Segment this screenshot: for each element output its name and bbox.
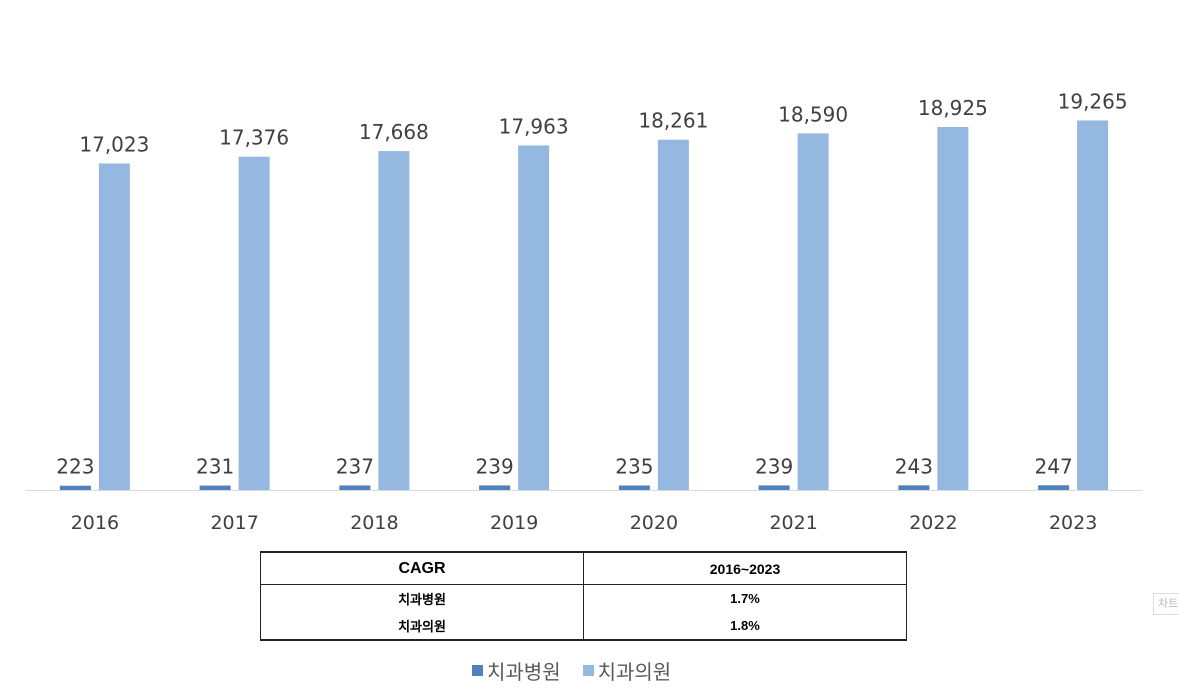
x-tick-label: 2017: [210, 512, 258, 534]
bar: [1077, 120, 1109, 490]
data-label: 231: [196, 455, 234, 479]
x-tick-label: 2021: [769, 512, 817, 534]
data-label: 239: [476, 454, 514, 478]
x-tick-label: 2022: [909, 512, 957, 534]
data-label: 237: [336, 454, 374, 478]
data-label: 19,265: [1058, 89, 1128, 113]
bar: [378, 151, 410, 490]
x-tick-label: 2016: [71, 512, 119, 534]
bar: [479, 485, 511, 490]
cagr-row: 치과의원 1.8%: [260, 612, 907, 641]
x-tick-label: 2019: [490, 512, 538, 534]
data-label: 18,925: [918, 96, 988, 120]
legend-label: 치과의원: [597, 660, 672, 684]
data-label: 17,963: [499, 114, 569, 138]
legend-label: 치과병원: [487, 660, 561, 684]
bar: [238, 156, 270, 491]
legend-item: 치과병원: [472, 656, 561, 685]
data-label: 247: [1035, 454, 1073, 478]
bar: [618, 485, 650, 490]
bar: [1038, 485, 1070, 490]
bar: [758, 485, 790, 490]
cagr-row-label: 치과의원: [260, 612, 584, 641]
x-tick-label: 2023: [1049, 512, 1097, 534]
data-label: 17,023: [79, 132, 149, 156]
bar: [199, 485, 231, 490]
data-label: 243: [895, 454, 933, 478]
cagr-header-row: CAGR 2016~2023: [260, 551, 907, 585]
bar: [59, 485, 91, 490]
data-label: 235: [615, 454, 653, 478]
data-label: 239: [755, 454, 793, 478]
bar: [518, 145, 550, 490]
data-label: 17,668: [359, 120, 429, 144]
bar: [937, 126, 969, 490]
legend: 치과병원 치과의원: [472, 656, 671, 685]
data-label: 17,376: [219, 126, 289, 150]
cagr-row: 치과병원 1.7%: [260, 584, 907, 612]
chart-tag: 차트: [1153, 593, 1179, 615]
cagr-header-label: CAGR: [260, 551, 584, 585]
legend-swatch: [582, 665, 594, 676]
data-label: 223: [56, 455, 94, 479]
cagr-row-value: 1.7%: [583, 584, 907, 612]
data-label: 18,261: [638, 109, 708, 133]
cagr-header-period: 2016~2023: [583, 551, 907, 585]
x-tick-label: 2018: [350, 512, 398, 534]
bar: [657, 139, 689, 490]
legend-swatch: [472, 665, 483, 676]
bar: [98, 163, 130, 491]
x-tick-label: 2020: [630, 512, 678, 534]
bar: [898, 485, 930, 490]
bar-chart: 223 17,023 2016 231 17,376 2017 237 17,668 2018 2…: [25, 89, 1143, 534]
cagr-row-label: 치과병원: [260, 584, 584, 612]
bar: [339, 485, 371, 490]
data-label: 18,590: [778, 102, 848, 126]
bar: [797, 133, 829, 490]
cagr-row-value: 1.8%: [583, 612, 907, 641]
legend-item: 치과의원: [582, 656, 672, 685]
cagr-table: CAGR 2016~2023 치과병원 1.7% 치과의원 1.8%: [260, 551, 907, 641]
